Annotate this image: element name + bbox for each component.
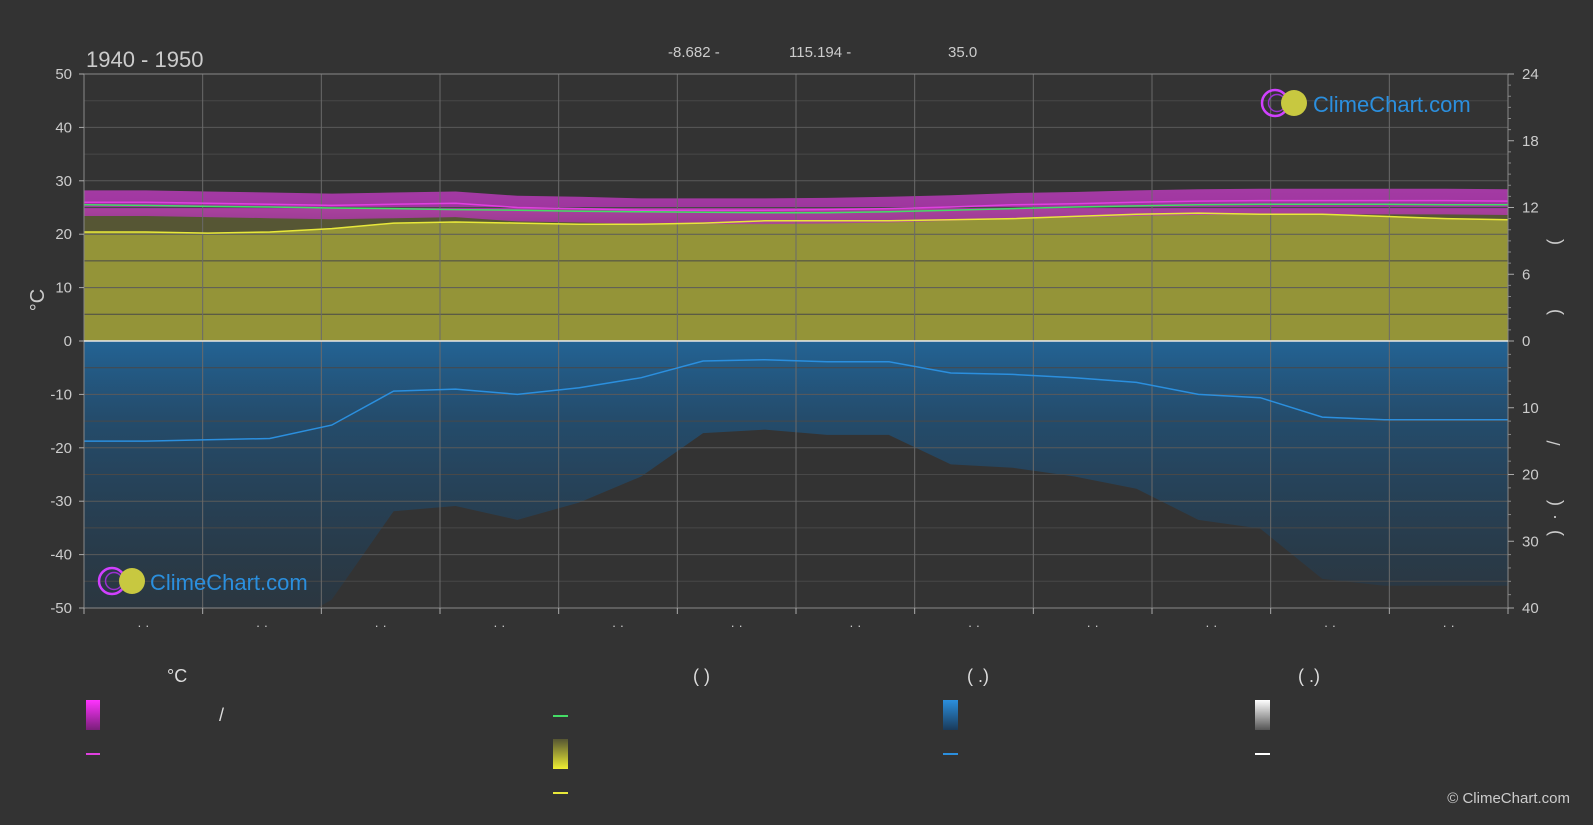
left-axis-label: °C [27, 289, 49, 311]
right-tick-label-precipitation: 20 [1522, 467, 1539, 484]
header-longitude: 115.194 - [789, 44, 851, 61]
right-axis-bottom-dot: · [1544, 514, 1564, 520]
right-tick-label-sunshine: 24 [1522, 66, 1539, 83]
legend-swatch-snow [1255, 700, 1270, 730]
x-tick-label: · · [1205, 618, 1217, 633]
right-tick-label-sunshine: 12 [1522, 200, 1539, 217]
x-tick-label: · · [256, 618, 268, 633]
brand-name-bottom: ClimeChart.com [150, 570, 308, 595]
sunshine-line [84, 212, 1508, 234]
legend-swatch-temp-range [86, 700, 100, 730]
right-tick-label-sunshine: 6 [1522, 266, 1530, 283]
legend-header-precipitation: ( .) [967, 666, 989, 686]
right-axis-bottom-slash: / [1544, 440, 1564, 445]
right-axis-bottom-close-paren: ) [1544, 530, 1564, 536]
x-tick-label: · · [968, 618, 980, 633]
logo-sun-icon [119, 568, 145, 594]
x-tick-label: · · [731, 618, 743, 633]
legend: °C ( ) ( .) ( .) / [86, 666, 1320, 794]
left-tick-label: -40 [50, 547, 72, 564]
right-axis-bottom-open-paren: ( [1544, 500, 1564, 506]
x-axis: · · · · · · · · · · · · · · · · · · · · · · · · [83, 608, 1509, 633]
left-tick-label: -10 [50, 386, 72, 403]
x-tick-label: · · [1324, 618, 1336, 633]
x-tick-label: · · [1443, 618, 1455, 633]
legend-separator: / [219, 705, 224, 725]
brand-name-top: ClimeChart.com [1313, 92, 1471, 117]
header-latitude: -8.682 - [668, 44, 720, 61]
left-tick-label: 30 [55, 173, 72, 190]
right-tick-label-precipitation: 30 [1522, 533, 1539, 550]
x-tick-label: · · [375, 618, 387, 633]
logo-sun-icon [1281, 90, 1307, 116]
right-axis-top-open-paren: ( [1544, 239, 1564, 245]
left-tick-label: -30 [50, 493, 72, 510]
right-axis: 24 18 12 6 0 10 20 30 40 [1508, 66, 1539, 617]
left-tick-label: 50 [55, 66, 72, 83]
temp-mean-line [84, 203, 1508, 214]
left-tick-label: 10 [55, 280, 72, 297]
precipitation-line [84, 358, 1508, 442]
brand-logo-top[interactable]: ClimeChart.com [1260, 88, 1471, 118]
x-tick-label: · · [849, 618, 861, 633]
temp-max-line [84, 199, 1508, 211]
right-axis-top-close-paren: ) [1544, 309, 1564, 315]
header-elevation: 35.0 [948, 44, 977, 61]
right-tick-label-precipitation: 10 [1522, 400, 1539, 417]
x-tick-label: · · [137, 618, 149, 633]
brand-logo-bottom[interactable]: ClimeChart.com [97, 566, 308, 596]
left-tick-label: 40 [55, 119, 72, 136]
x-tick-label: · · [493, 618, 505, 633]
left-tick-label: 0 [64, 333, 72, 350]
left-axis: 50 40 30 20 10 0 -10 -20 -30 -40 -50 [50, 66, 84, 617]
x-tick-label: · · [1087, 618, 1099, 633]
copyright: © ClimeChart.com [1447, 790, 1570, 807]
right-tick-label-sunshine: 18 [1522, 133, 1539, 150]
x-tick-label: · · [612, 618, 624, 633]
right-tick-label-precipitation: 40 [1522, 600, 1539, 617]
legend-header-sunshine: ( ) [693, 666, 710, 686]
legend-header-snow: ( .) [1298, 666, 1320, 686]
legend-header-temperature: °C [167, 666, 187, 686]
left-tick-label: 20 [55, 226, 72, 243]
chart-title: 1940 - 1950 [86, 47, 203, 72]
right-tick-label-sunshine: 0 [1522, 333, 1530, 350]
series-lines [84, 199, 1508, 442]
legend-swatch-sunshine [553, 739, 568, 769]
left-tick-label: -20 [50, 440, 72, 457]
legend-swatch-precipitation [943, 700, 958, 730]
left-tick-label: -50 [50, 600, 72, 617]
